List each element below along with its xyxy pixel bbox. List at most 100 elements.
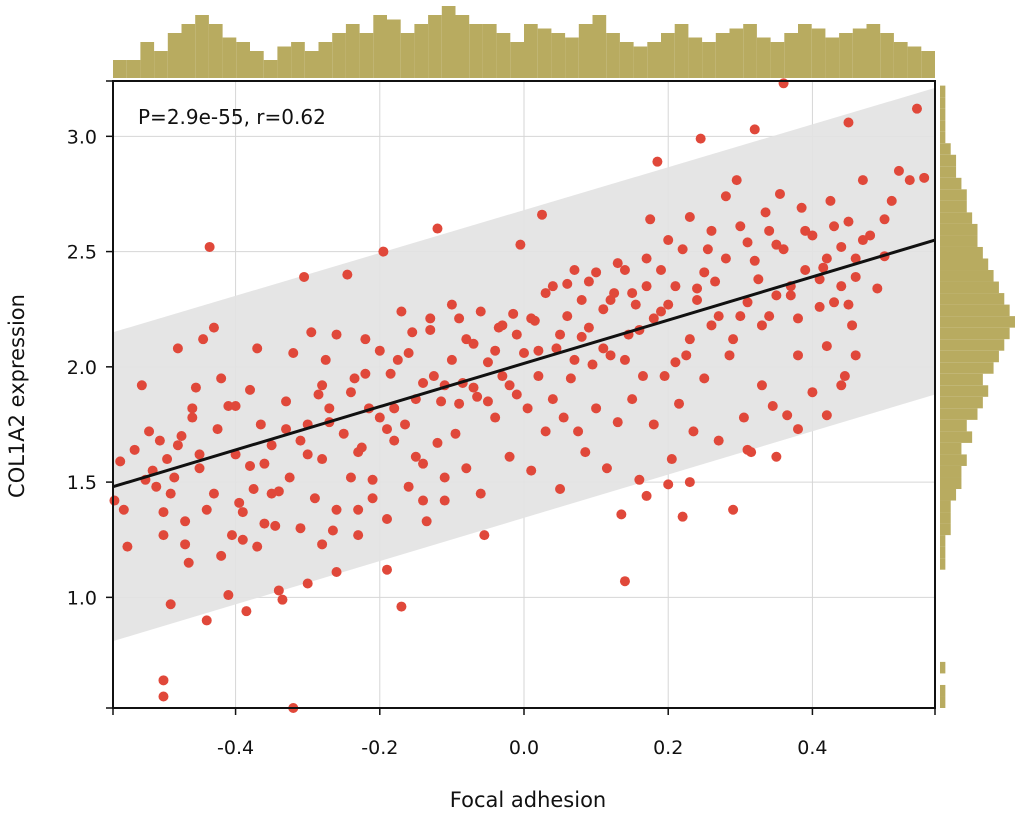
data-point: [201, 504, 212, 515]
data-point: [327, 525, 338, 536]
top-histogram-bar: [661, 33, 675, 78]
right-histogram-bar: [940, 270, 994, 282]
data-point: [454, 313, 465, 324]
data-point: [266, 440, 277, 451]
right-histogram-bar: [940, 235, 978, 247]
top-histogram-bar: [524, 24, 538, 78]
data-point: [836, 380, 847, 391]
data-point: [432, 437, 443, 448]
data-point: [547, 281, 558, 292]
data-point: [374, 412, 385, 423]
data-point: [407, 327, 418, 338]
data-point: [612, 258, 623, 269]
right-marginal-histogram: [940, 85, 1015, 708]
data-point: [190, 382, 201, 393]
right-histogram-bar: [940, 661, 946, 674]
data-point: [389, 403, 400, 414]
data-point: [183, 557, 194, 568]
data-point: [252, 541, 263, 552]
top-marginal-histogram: [113, 6, 935, 78]
data-point: [706, 225, 717, 236]
data-point: [587, 359, 598, 370]
right-histogram-bar: [940, 454, 967, 466]
data-point: [663, 479, 674, 490]
data-point: [216, 373, 227, 384]
right-histogram-bar: [940, 246, 983, 259]
data-point: [403, 348, 414, 359]
data-point: [320, 354, 331, 365]
data-point: [771, 451, 782, 462]
data-point: [753, 274, 764, 285]
data-point: [468, 338, 479, 349]
data-point: [619, 576, 630, 587]
right-histogram-bar: [940, 177, 962, 190]
data-point: [396, 306, 407, 317]
data-point: [843, 117, 854, 128]
y-tick-label: 2.0: [67, 357, 97, 379]
y-tick-label: 1.5: [67, 472, 97, 494]
data-point: [144, 426, 155, 437]
x-tick-label: -0.4: [217, 737, 254, 759]
data-point: [353, 504, 364, 515]
data-point: [317, 539, 328, 550]
top-histogram-bar: [551, 33, 566, 78]
data-point: [508, 308, 519, 319]
top-histogram-bar: [578, 24, 593, 78]
data-point: [821, 410, 832, 421]
data-point: [720, 253, 731, 264]
data-point: [573, 426, 584, 437]
data-point: [674, 398, 685, 409]
data-point: [692, 294, 703, 305]
data-point: [154, 435, 165, 446]
data-point: [533, 345, 544, 356]
data-point: [273, 486, 284, 497]
data-point: [526, 313, 537, 324]
right-histogram-bar: [940, 535, 946, 547]
data-point: [158, 675, 169, 686]
data-point: [497, 371, 508, 382]
data-point: [569, 265, 580, 276]
right-histogram-bar: [940, 558, 946, 570]
data-point: [807, 387, 818, 398]
data-point: [515, 239, 526, 250]
data-point: [641, 253, 652, 264]
right-histogram-bar: [940, 258, 989, 271]
data-point: [204, 241, 215, 252]
data-point: [829, 297, 840, 308]
data-point: [511, 389, 522, 400]
data-point: [418, 458, 429, 469]
top-histogram-bar: [455, 15, 470, 78]
data-point: [234, 497, 245, 508]
x-tick-label: -0.2: [361, 737, 398, 759]
top-histogram-bar: [400, 33, 415, 78]
data-point: [778, 244, 789, 255]
data-point: [162, 454, 173, 465]
data-point: [760, 207, 771, 218]
y-tick-label: 1.0: [67, 587, 97, 609]
data-point: [511, 329, 522, 340]
top-histogram-bar: [743, 24, 757, 78]
data-point: [818, 262, 829, 273]
data-point: [504, 380, 515, 391]
data-point: [598, 343, 609, 354]
data-point: [306, 327, 317, 338]
data-point: [728, 334, 739, 345]
right-histogram-bar: [940, 154, 957, 167]
data-point: [382, 424, 392, 435]
right-histogram-bar: [940, 200, 967, 213]
data-point: [490, 345, 501, 356]
top-histogram-bar: [606, 33, 620, 78]
top-histogram-bar: [839, 33, 853, 78]
data-point: [468, 382, 479, 393]
right-histogram-bar: [940, 408, 978, 420]
data-point: [684, 212, 695, 223]
data-point: [392, 354, 403, 365]
right-histogram-bar: [940, 212, 973, 224]
data-point: [504, 451, 515, 462]
data-point: [309, 493, 320, 504]
top-histogram-bar: [893, 42, 908, 78]
data-point: [771, 239, 782, 250]
data-point: [663, 235, 674, 246]
data-point: [648, 419, 659, 430]
